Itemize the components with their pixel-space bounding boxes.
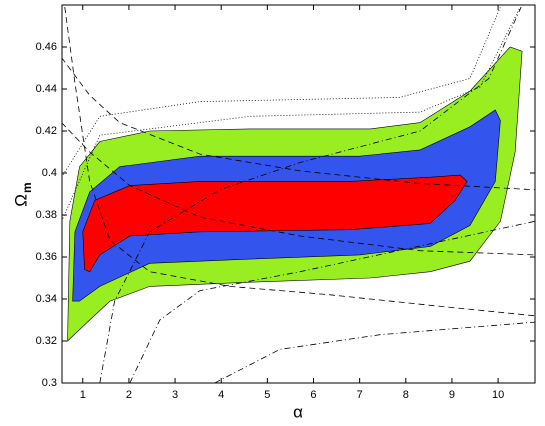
y-axis-label-subscript: m bbox=[20, 182, 34, 193]
y-axis-label: Ω bbox=[11, 194, 30, 207]
x-tick-label: 9 bbox=[449, 389, 455, 401]
model-curve bbox=[214, 321, 535, 383]
y-tick-label: 0.3 bbox=[42, 377, 57, 389]
model-curve bbox=[129, 220, 535, 383]
y-tick-label: 0.38 bbox=[36, 209, 57, 221]
x-axis-label: α bbox=[293, 402, 303, 421]
y-axis-label-group: Ω m bbox=[11, 182, 34, 206]
x-tick-label: 8 bbox=[403, 389, 409, 401]
y-tick-label: 0.32 bbox=[36, 335, 57, 347]
y-tick-label: 0.36 bbox=[36, 251, 57, 263]
y-tick-label: 0.34 bbox=[36, 293, 57, 305]
x-tick-label: 10 bbox=[492, 389, 504, 401]
x-tick-label: 1 bbox=[80, 389, 86, 401]
x-tick-label: 2 bbox=[126, 389, 132, 401]
contour-region bbox=[82, 174, 468, 273]
y-tick-label: 0.46 bbox=[36, 41, 57, 53]
y-tick-label: 0.44 bbox=[36, 83, 57, 95]
model-curve bbox=[62, 122, 535, 256]
axes-frame bbox=[61, 4, 536, 384]
x-tick-label: 4 bbox=[218, 389, 224, 401]
model-curve bbox=[62, 57, 535, 191]
y-tick-label: 0.4 bbox=[42, 167, 57, 179]
x-tick-label: 5 bbox=[264, 389, 270, 401]
model-curve bbox=[99, 6, 522, 383]
plot-area bbox=[62, 6, 535, 383]
model-curve bbox=[62, 6, 521, 222]
x-tick-label: 3 bbox=[172, 389, 178, 401]
x-tick-label: 7 bbox=[357, 389, 363, 401]
x-tick-label: 6 bbox=[310, 389, 316, 401]
model-curve bbox=[62, 6, 501, 178]
y-tick-label: 0.42 bbox=[36, 125, 57, 137]
